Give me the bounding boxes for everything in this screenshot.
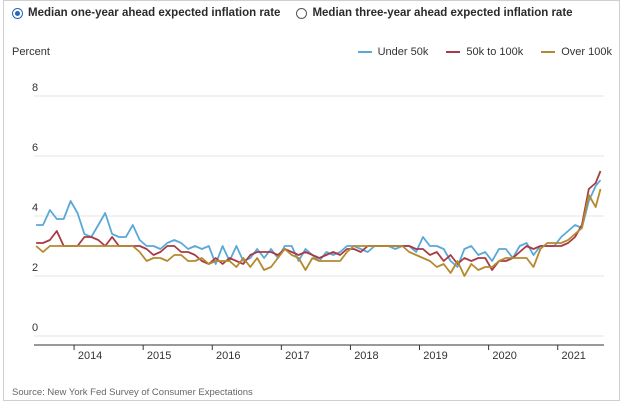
- x-tick-label: 2018: [354, 350, 378, 362]
- radio-three-year[interactable]: Median three-year ahead expected inflati…: [296, 7, 573, 19]
- x-tick-label: 2021: [561, 350, 585, 362]
- x-tick-label: 2015: [147, 350, 171, 362]
- legend-item-over-100k[interactable]: Over 100k: [541, 46, 612, 58]
- radio-unselected-icon[interactable]: [296, 7, 308, 19]
- legend-item-under-50k[interactable]: Under 50k: [357, 46, 429, 58]
- series-line-under-50k: [36, 179, 602, 268]
- legend-label-under-50k: Under 50k: [377, 46, 429, 58]
- legend: Under 50k 50k to 100k Over 100k: [357, 46, 612, 58]
- y-tick-label: 0: [32, 322, 38, 334]
- radio-one-year-label[interactable]: Median one-year ahead expected inflation…: [28, 7, 281, 19]
- legend-swatch-under-50k: [357, 51, 372, 53]
- y-tick-label: 2: [32, 262, 38, 274]
- y-axis-title: Percent: [12, 46, 50, 58]
- series-line-over-100k: [35, 188, 602, 277]
- radio-three-year-label[interactable]: Median three-year ahead expected inflati…: [312, 7, 573, 19]
- legend-label-over-100k: Over 100k: [561, 46, 612, 58]
- source-note: Source: New York Fed Survey of Consumer …: [12, 387, 253, 398]
- x-tick-label: 2014: [78, 350, 102, 362]
- legend-swatch-over-100k: [541, 51, 556, 53]
- radio-selected-icon[interactable]: [12, 7, 23, 19]
- radio-one-year[interactable]: Median one-year ahead expected inflation…: [12, 7, 280, 19]
- y-tick-label: 8: [32, 82, 38, 94]
- legend-item-50k-to-100k[interactable]: 50k to 100k: [446, 46, 523, 58]
- legend-swatch-50k-to-100k: [446, 51, 461, 53]
- series-selector[interactable]: Median one-year ahead expected inflation…: [12, 4, 573, 22]
- y-tick-label: 6: [32, 142, 38, 154]
- x-tick-label: 2017: [285, 350, 309, 362]
- legend-label-50k-to-100k: 50k to 100k: [466, 46, 524, 58]
- series-line-50k-to-100k: [36, 170, 602, 271]
- x-tick-label: 2020: [492, 350, 516, 362]
- x-tick-label: 2016: [216, 350, 240, 362]
- y-tick-label: 4: [32, 202, 38, 214]
- chart-panel: [3, 0, 620, 401]
- x-tick-label: 2019: [423, 350, 447, 362]
